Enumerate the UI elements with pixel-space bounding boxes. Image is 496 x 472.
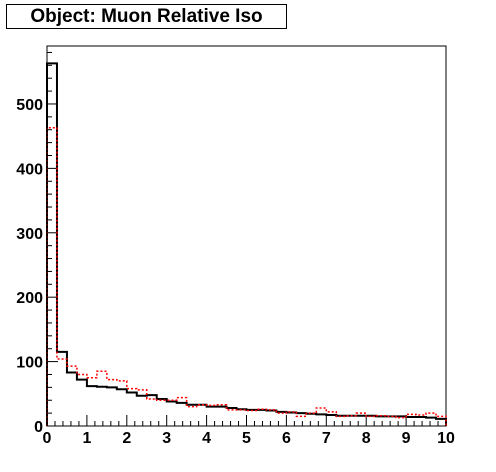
histogram-bin	[346, 416, 356, 426]
histogram-bin	[326, 412, 336, 426]
chart-title: Object: Muon Relative Iso	[6, 4, 287, 29]
x-tick-label: 6	[282, 430, 291, 447]
x-tick-label: 7	[322, 430, 331, 447]
histogram-bin	[306, 413, 316, 426]
x-tick-label: 9	[402, 430, 411, 447]
histogram-bin	[256, 409, 266, 426]
x-tick-label: 5	[242, 430, 251, 447]
axis-ticks	[46, 51, 447, 427]
histogram-bin	[316, 408, 326, 426]
histogram-bin	[57, 359, 67, 426]
series-step-line	[46, 127, 447, 426]
histogram-bin	[177, 398, 187, 426]
x-tick-label: 1	[82, 430, 91, 447]
x-tick-label: 3	[162, 430, 171, 447]
histogram-bin	[117, 381, 127, 426]
histogram-bin	[67, 366, 77, 426]
histogram-bin	[107, 380, 117, 426]
histogram-bin	[436, 416, 446, 426]
histogram-bin	[276, 413, 286, 426]
histogram-bin	[416, 415, 426, 426]
histogram-bin	[197, 405, 207, 426]
histogram-bin	[47, 128, 57, 426]
y-tick-label: 300	[16, 226, 43, 243]
x-tick-label: 10	[437, 430, 455, 447]
histogram-bin	[336, 416, 346, 426]
histogram-bin	[147, 399, 157, 426]
histogram-bin	[167, 400, 177, 426]
y-tick-label: 0	[34, 419, 43, 436]
histogram-bin	[137, 390, 147, 426]
histogram-bin	[266, 410, 276, 426]
histogram-bin	[396, 418, 406, 426]
histogram-bin	[187, 407, 197, 426]
histogram-bin	[127, 389, 137, 426]
histogram-bin	[426, 413, 436, 426]
histogram-bin	[237, 410, 247, 426]
x-tick-label: 8	[362, 430, 371, 447]
data-series	[46, 62, 447, 426]
y-tick-label: 200	[16, 290, 43, 307]
series-2	[46, 127, 447, 426]
histogram-bin	[376, 416, 386, 426]
histogram-bin	[77, 374, 87, 426]
x-tick-label: 2	[122, 430, 131, 447]
histogram-bin	[356, 413, 366, 426]
plot-frame	[46, 45, 447, 427]
histogram-bin	[207, 405, 217, 426]
y-tick-label: 100	[16, 355, 43, 372]
histogram-bin	[366, 416, 376, 426]
histogram-bin	[406, 414, 416, 426]
x-tick-label: 0	[43, 430, 52, 447]
histogram-bin	[157, 400, 167, 426]
x-tick-label: 4	[202, 430, 211, 447]
histogram-bin	[296, 416, 306, 426]
histogram-bin	[87, 378, 97, 426]
histogram-bin	[386, 416, 396, 426]
histogram-bin	[97, 371, 107, 426]
histogram-bin	[286, 412, 296, 426]
histogram-bin	[247, 411, 257, 426]
y-tick-label: 500	[16, 97, 43, 114]
histogram-bin	[227, 410, 237, 426]
y-tick-label: 400	[16, 161, 43, 178]
histogram-bin	[217, 405, 227, 426]
